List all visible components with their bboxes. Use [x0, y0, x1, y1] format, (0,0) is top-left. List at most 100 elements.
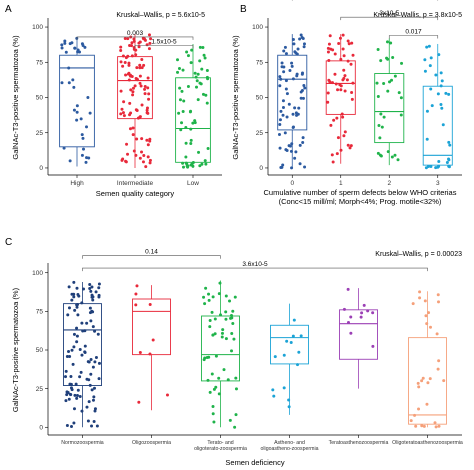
panel-c: C Kruskal–Wallis, p = 0.00023 0 25 50 75 100 Ga…	[5, 237, 463, 467]
data-point	[130, 75, 134, 79]
data-point	[97, 286, 101, 290]
box-3	[270, 324, 309, 365]
data-point	[83, 45, 87, 49]
data-point	[148, 352, 152, 356]
data-point	[195, 79, 199, 83]
data-point	[333, 52, 337, 56]
data-point	[148, 158, 152, 162]
data-point	[121, 64, 125, 68]
x-tick-label: Astheno- and oligoastheno-zoospermia	[261, 440, 319, 452]
data-point	[72, 332, 76, 336]
data-point	[72, 292, 76, 296]
panel-a: A Kruskal–Wallis, p = 5.6x10-5 0 25 50 75 100 G…	[5, 4, 222, 198]
data-point	[201, 92, 205, 96]
data-point	[67, 350, 71, 354]
data-point	[65, 393, 69, 397]
data-point	[130, 41, 134, 45]
data-point	[224, 310, 228, 314]
data-point	[447, 165, 451, 169]
data-point	[371, 344, 375, 348]
data-point	[278, 75, 282, 79]
data-point	[75, 396, 79, 400]
y-tick-label: 50	[256, 95, 264, 102]
bracket-p-value: 0.017	[405, 29, 422, 36]
data-point	[91, 298, 95, 302]
data-point	[210, 372, 214, 376]
data-point	[345, 78, 349, 82]
data-point	[444, 91, 448, 95]
data-point	[347, 42, 351, 46]
data-point	[194, 85, 198, 89]
data-point	[196, 72, 200, 76]
data-point	[326, 46, 330, 50]
data-point	[400, 61, 404, 65]
data-point	[418, 290, 422, 294]
data-point	[393, 74, 397, 78]
data-point	[92, 419, 96, 423]
data-point	[271, 388, 275, 392]
data-point	[190, 48, 194, 52]
data-point	[75, 326, 79, 330]
data-point	[346, 143, 350, 147]
data-point	[67, 397, 71, 401]
data-point	[386, 150, 390, 154]
data-point	[386, 57, 390, 61]
data-point	[278, 118, 282, 122]
data-point	[193, 119, 197, 123]
data-point	[399, 96, 403, 100]
data-point	[119, 45, 123, 49]
data-point	[301, 96, 305, 100]
data-point	[85, 405, 89, 409]
data-point	[119, 49, 123, 53]
data-point	[342, 68, 346, 72]
data-point	[389, 41, 393, 45]
data-point	[342, 134, 346, 138]
data-point	[131, 93, 135, 97]
data-point	[289, 149, 293, 153]
data-point	[198, 59, 202, 63]
data-point	[145, 138, 149, 142]
data-point	[295, 72, 299, 76]
data-point	[121, 54, 125, 58]
data-point	[93, 407, 97, 411]
box-1	[132, 298, 171, 356]
data-point	[441, 123, 445, 127]
data-point	[134, 53, 138, 57]
data-point	[97, 282, 101, 286]
data-point	[177, 66, 181, 70]
data-point	[148, 302, 152, 306]
data-point	[204, 93, 208, 97]
data-point	[88, 383, 92, 387]
data-point	[290, 61, 294, 65]
data-point	[132, 37, 136, 41]
data-point	[378, 136, 382, 140]
panel-letter: A	[5, 4, 12, 15]
y-tick-label: 25	[36, 386, 44, 393]
data-point	[293, 156, 297, 160]
data-point	[148, 161, 152, 165]
data-point	[292, 318, 296, 322]
data-point	[138, 66, 142, 70]
data-point	[140, 103, 144, 107]
y-tick-label: 0	[259, 165, 263, 172]
data-point	[184, 155, 188, 159]
data-point	[350, 97, 354, 101]
data-point	[376, 94, 380, 98]
data-point	[396, 158, 400, 162]
data-point	[346, 59, 350, 63]
data-point	[349, 144, 353, 148]
data-point	[142, 37, 146, 41]
data-point	[138, 115, 142, 119]
data-point	[277, 132, 281, 136]
data-point	[185, 164, 189, 168]
data-point	[142, 154, 146, 158]
data-point	[232, 337, 236, 341]
data-point	[282, 353, 286, 357]
data-point	[72, 345, 76, 349]
data-point	[326, 100, 330, 104]
data-point	[228, 418, 232, 422]
data-point	[64, 369, 68, 373]
data-point	[231, 321, 235, 325]
data-point	[424, 166, 428, 170]
data-point	[282, 70, 286, 74]
